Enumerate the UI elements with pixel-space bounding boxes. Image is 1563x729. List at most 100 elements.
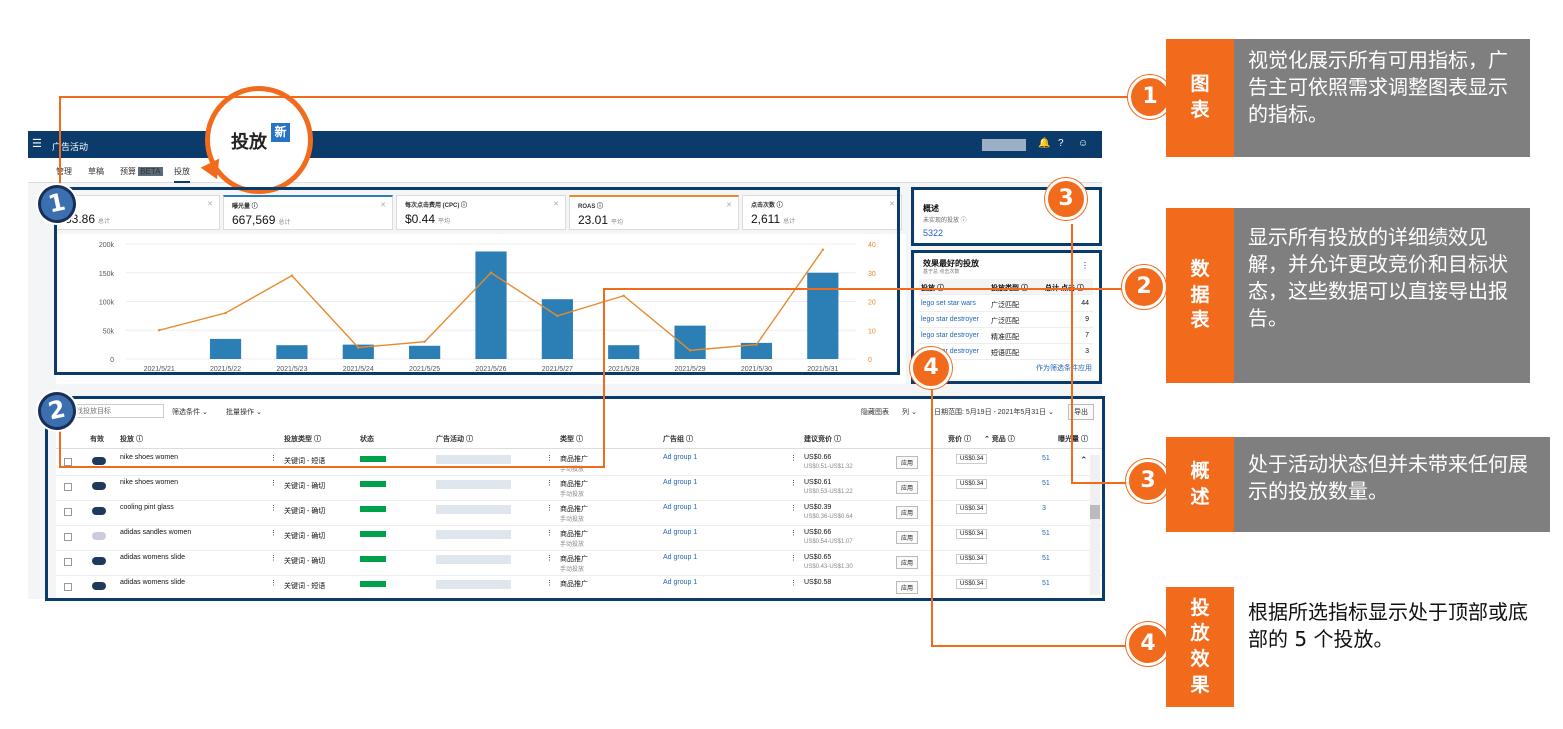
apply-button[interactable]: 应用 [896, 481, 919, 494]
row-checkbox[interactable] [64, 508, 72, 516]
more-icon[interactable]: ⋮ [546, 530, 553, 537]
metric-card-impressions[interactable]: 曝光量 ⓘ 667,569 总计 ✕ [223, 195, 393, 230]
competitor-value[interactable]: 51 [1042, 480, 1050, 487]
tab-budget[interactable]: 预算 BETA [120, 166, 163, 177]
status-toggle[interactable] [92, 507, 106, 517]
account-name[interactable] [982, 139, 1026, 151]
row-checkbox[interactable] [64, 458, 72, 466]
status-toggle[interactable] [92, 457, 106, 467]
more-icon[interactable]: ⋮ [546, 505, 553, 512]
ad-group-link[interactable]: Ad group 1 [663, 554, 698, 561]
apply-button[interactable]: 应用 [896, 581, 919, 594]
metric-card[interactable]: 53.86 总计 ✕ [56, 195, 220, 230]
competitor-value[interactable]: 51 [1042, 555, 1050, 562]
close-icon[interactable]: ✕ [553, 201, 559, 208]
col-competitor[interactable]: ⌃ 竞品 ⓘ [984, 436, 1015, 443]
row-checkbox[interactable] [64, 483, 72, 491]
col-target[interactable]: 投放 ⓘ [120, 436, 143, 443]
col-type[interactable]: 类型 ⓘ [560, 436, 583, 443]
col-target-type[interactable]: 投放类型 ⓘ [284, 436, 321, 443]
ad-group-link[interactable]: Ad group 1 [663, 479, 698, 486]
more-icon[interactable]: ⋮ [546, 580, 553, 587]
help-icon[interactable]: ? [1058, 138, 1064, 149]
table-row[interactable]: cooling pint glass ⋮ 关键词 - 确切 ⋮ 商品推广 手动投放 Ad g… [56, 501, 1102, 526]
bulk-actions-dropdown[interactable]: 批量操作 ⌄ [226, 409, 262, 416]
best-target[interactable]: lego star destroyer [921, 332, 979, 339]
search-input[interactable] [64, 404, 164, 418]
best-row[interactable]: lego star destroyer 精准匹配 7 [919, 328, 1093, 344]
best-row[interactable]: lego star destroyer 广泛匹配 9 [919, 312, 1093, 328]
apply-button[interactable]: 应用 [896, 556, 919, 569]
campaign-name[interactable] [436, 580, 511, 591]
more-icon[interactable]: ⋮ [790, 455, 797, 462]
bid-input[interactable]: US$0.34 [956, 554, 988, 564]
date-range-picker[interactable]: 日期范围: 5月19日 - 2021年5月31日 ⌄ [934, 409, 1054, 416]
bid-input[interactable]: US$0.34 [956, 479, 988, 489]
bid-input[interactable]: US$0.34 [956, 504, 988, 514]
close-icon[interactable]: ✕ [726, 202, 732, 209]
more-icon[interactable]: ⋮ [790, 505, 797, 512]
more-icon[interactable]: ⋮ [790, 580, 797, 587]
more-icon[interactable]: ⋮ [790, 530, 797, 537]
best-row[interactable]: lego star destroyer 短语匹配 3 [919, 344, 1093, 360]
best-target[interactable]: lego set star wars [921, 300, 976, 307]
row-checkbox[interactable] [64, 533, 72, 541]
columns-dropdown[interactable]: 列 ⌄ [902, 409, 917, 416]
more-icon[interactable]: ⋮ [270, 530, 277, 537]
campaign-name[interactable] [436, 505, 511, 516]
bell-icon[interactable]: 🔔 [1038, 138, 1051, 149]
tab-drafts[interactable]: 草稿 [88, 167, 104, 176]
more-icon[interactable]: ⋮ [270, 455, 277, 462]
status-toggle[interactable] [92, 582, 106, 592]
best-target[interactable]: lego star destroyer [921, 348, 979, 355]
row-checkbox[interactable] [64, 558, 72, 566]
bid-input[interactable]: US$0.34 [956, 579, 988, 589]
apply-button[interactable]: 应用 [896, 506, 919, 519]
more-icon[interactable]: ⋮ [546, 555, 553, 562]
user-icon[interactable]: ☺ [1078, 138, 1089, 149]
table-row[interactable]: nike shoes women ⋮ 关键词 - 短语 ⋮ 商品推广 手动投放 Ad gro… [56, 451, 1102, 476]
ad-group-link[interactable]: Ad group 1 [663, 454, 698, 461]
ad-group-link[interactable]: Ad group 1 [663, 504, 698, 511]
competitor-value[interactable]: 51 [1042, 455, 1050, 462]
table-row[interactable]: adidas womens slide ⋮ 关键词 - 短语 ⋮ 商品推广 Ad grou… [56, 576, 1102, 599]
status-toggle[interactable] [92, 532, 106, 542]
bid-input[interactable]: US$0.34 [956, 454, 988, 464]
apply-filter-link[interactable]: 作为筛选条件应用 [1036, 365, 1092, 372]
table-row[interactable]: adidas womens slide ⋮ 关键词 - 确切 ⋮ 商品推广 手动投放 Ad … [56, 551, 1102, 576]
overview-value[interactable]: 5322 [923, 228, 944, 238]
more-icon[interactable]: ⋮ [270, 580, 277, 587]
apply-button[interactable]: 应用 [896, 531, 919, 544]
col-status[interactable]: 状态 [360, 436, 374, 443]
more-icon[interactable]: ⋮ [790, 555, 797, 562]
metric-card-clicks[interactable]: 点击次数 ⓘ 2,611 总计 ✕ [742, 195, 902, 230]
apply-button[interactable]: 应用 [896, 456, 919, 469]
table-row[interactable]: adidas sandles women ⋮ 关键词 - 确切 ⋮ 商品推广 手动投放 Ad… [56, 526, 1102, 551]
col-campaign[interactable]: 广告活动 ⓘ [436, 436, 473, 443]
col-suggested-bid[interactable]: 建议竞价 ⓘ [804, 436, 841, 443]
col-adgroup[interactable]: 广告组 ⓘ [663, 436, 693, 443]
ad-group-link[interactable]: Ad group 1 [663, 529, 698, 536]
more-icon[interactable]: ⋮ [270, 505, 277, 512]
campaign-name[interactable] [436, 555, 511, 566]
close-icon[interactable]: ✕ [889, 201, 895, 208]
competitor-value[interactable]: 3 [1042, 505, 1046, 512]
bid-input[interactable]: US$0.34 [956, 529, 988, 539]
filter-dropdown[interactable]: 筛选条件 ⌄ [172, 409, 208, 416]
status-toggle[interactable] [92, 482, 106, 492]
ad-group-link[interactable]: Ad group 1 [663, 579, 698, 586]
best-row[interactable]: lego set star wars 广泛匹配 44 [919, 296, 1093, 312]
more-icon[interactable]: ⋮ [1081, 261, 1089, 270]
campaign-name[interactable] [436, 480, 511, 491]
table-row[interactable]: nike shoes women ⋮ 关键词 - 确切 ⋮ 商品推广 手动投放 Ad gro… [56, 476, 1102, 501]
close-icon[interactable]: ✕ [380, 202, 386, 209]
col-bid[interactable]: 竞价 ⓘ [948, 436, 971, 443]
scrollbar[interactable] [1090, 455, 1100, 595]
best-target[interactable]: lego star destroyer [921, 316, 979, 323]
tab-targeting[interactable]: 投放 [174, 166, 190, 183]
more-icon[interactable]: ⋮ [790, 480, 797, 487]
more-icon[interactable]: ⋮ [546, 480, 553, 487]
export-button[interactable]: 导出 [1068, 404, 1094, 420]
more-icon[interactable]: ⋮ [270, 555, 277, 562]
hide-chart-link[interactable]: 隐藏图表 [861, 409, 889, 416]
